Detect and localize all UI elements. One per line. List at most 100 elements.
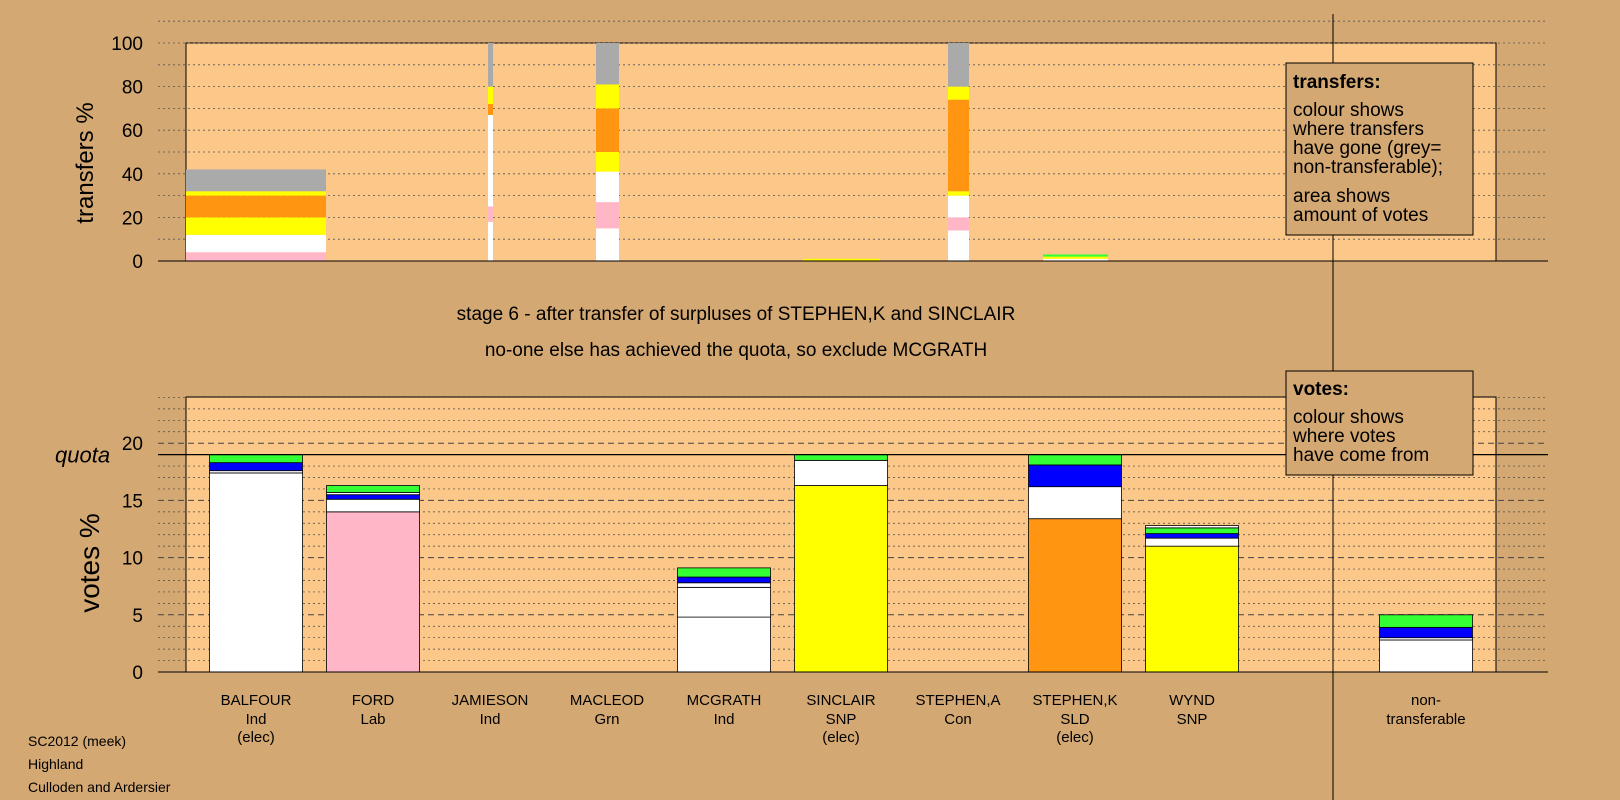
vote-segment xyxy=(1145,533,1239,539)
candidate-party: Ind xyxy=(480,711,501,728)
transfer-segment xyxy=(488,114,493,207)
candidate-name: MACLEOD xyxy=(570,692,644,709)
vote-segment xyxy=(1379,639,1473,673)
candidate-status: (elec) xyxy=(1056,729,1094,746)
transfer-segment xyxy=(186,191,326,196)
transfer-segment xyxy=(596,171,619,203)
transfer-segment xyxy=(596,152,619,172)
vote-segment xyxy=(1145,527,1239,534)
candidate-party: SNP xyxy=(826,711,857,728)
vote-segment xyxy=(326,485,420,493)
transfer-segment xyxy=(596,228,619,261)
vote-segment xyxy=(794,485,888,673)
vote-segment xyxy=(1028,518,1122,673)
stage-action: no-one else has achieved the quota, so e… xyxy=(485,340,987,361)
vote-segment xyxy=(209,454,303,464)
y-tick-label: 0 xyxy=(132,663,143,684)
y-tick-label: 0 xyxy=(132,252,143,273)
vote-segment xyxy=(677,576,771,584)
candidate-name: JAMIESON xyxy=(452,692,529,709)
votes-legend-line: have come from xyxy=(1293,445,1429,466)
transfers-y-label: transfers % xyxy=(72,102,99,223)
votes-legend: votes: colour shows where votes have com… xyxy=(1285,370,1474,476)
transfers-bars xyxy=(186,43,1108,261)
vote-segment xyxy=(677,616,771,673)
candidate-name: STEPHEN,A xyxy=(915,692,1000,709)
candidate-name: FORD xyxy=(352,692,395,709)
votes-legend-line: where votes xyxy=(1292,426,1395,447)
vote-segment xyxy=(1145,525,1239,529)
vote-segment xyxy=(326,511,420,673)
y-tick-label: 20 xyxy=(122,434,143,455)
candidate-party: SNP xyxy=(1177,711,1208,728)
candidate-name: SINCLAIR xyxy=(806,692,875,709)
vote-segment xyxy=(209,462,303,472)
transfer-segment xyxy=(948,86,969,100)
transfer-segment xyxy=(1043,256,1108,259)
transfers-legend-line: non-transferable); xyxy=(1293,157,1443,178)
transfers-gridlines xyxy=(158,20,1548,240)
y-tick-label: 100 xyxy=(111,34,143,55)
vote-segment xyxy=(1145,537,1239,547)
transfers-legend-line: have gone (grey= xyxy=(1293,138,1441,159)
footer-election: SC2012 (meek) xyxy=(28,733,126,749)
transfer-segment xyxy=(803,258,880,261)
transfers-y-ticks: 0 20 40 60 80 100 xyxy=(111,34,143,273)
vote-segment xyxy=(1028,486,1122,520)
vote-segment xyxy=(794,454,888,461)
vote-segment xyxy=(1028,454,1122,466)
candidate-name: non- xyxy=(1411,692,1441,709)
candidate-status: (elec) xyxy=(822,729,860,746)
transfer-segment xyxy=(596,108,619,152)
candidate-name: BALFOUR xyxy=(221,692,292,709)
transfer-segment xyxy=(488,43,493,87)
footer-ward: Culloden and Ardersier xyxy=(28,779,171,795)
footer-council: Highland xyxy=(28,756,83,772)
transfer-segment xyxy=(596,43,619,85)
y-tick-label: 80 xyxy=(122,78,143,99)
transfer-segment xyxy=(488,104,493,115)
vote-segment xyxy=(677,582,771,588)
transfers-legend: transfers: colour shows where transfers … xyxy=(1285,62,1474,236)
transfers-legend-line: area shows xyxy=(1293,186,1390,207)
transfer-segment xyxy=(1043,258,1108,261)
vote-segment xyxy=(1379,626,1473,639)
transfer-segment xyxy=(488,86,493,105)
votes-legend-box xyxy=(1285,370,1474,476)
candidate-party: Con xyxy=(944,711,972,728)
stage-description: stage 6 - after transfer of surpluses of… xyxy=(457,304,1016,325)
vote-segment xyxy=(1379,614,1473,628)
y-tick-label: 20 xyxy=(122,208,143,229)
candidate-name: MCGRATH xyxy=(687,692,762,709)
transfers-legend-line: colour shows xyxy=(1293,100,1404,121)
votes-legend-line: colour shows xyxy=(1293,407,1404,428)
vote-segment xyxy=(326,494,420,500)
transfer-segment xyxy=(596,202,619,229)
vote-segment xyxy=(1028,464,1122,488)
transfer-segment xyxy=(186,169,326,192)
candidate-party: SLD xyxy=(1060,711,1089,728)
transfers-legend-line: amount of votes xyxy=(1293,205,1428,226)
vote-segment xyxy=(326,498,420,513)
transfers-chart: 0 20 40 60 80 100 transfers % xyxy=(72,20,1548,273)
y-tick-label: 60 xyxy=(122,121,143,142)
y-tick-label: 10 xyxy=(122,549,143,570)
candidate-party: transferable xyxy=(1386,711,1465,728)
transfer-segment xyxy=(948,230,969,261)
transfer-segment xyxy=(1043,254,1108,257)
y-tick-label: 15 xyxy=(122,491,143,512)
y-tick-label: 40 xyxy=(122,165,143,186)
candidate-labels: BALFOURInd(elec)FORDLabJAMIESONIndMACLEO… xyxy=(221,692,1466,746)
candidate-status: (elec) xyxy=(237,729,275,746)
vote-segment xyxy=(794,459,888,486)
candidate-name: STEPHEN,K xyxy=(1032,692,1117,709)
quota-label: quota xyxy=(55,443,110,468)
transfer-segment xyxy=(488,221,493,261)
candidate-party: Ind xyxy=(246,711,267,728)
transfers-legend-title: transfers: xyxy=(1293,72,1381,93)
candidate-party: Ind xyxy=(714,711,735,728)
transfer-segment xyxy=(948,191,969,196)
votes-y-ticks: 0 5 10 15 20 xyxy=(122,434,143,684)
